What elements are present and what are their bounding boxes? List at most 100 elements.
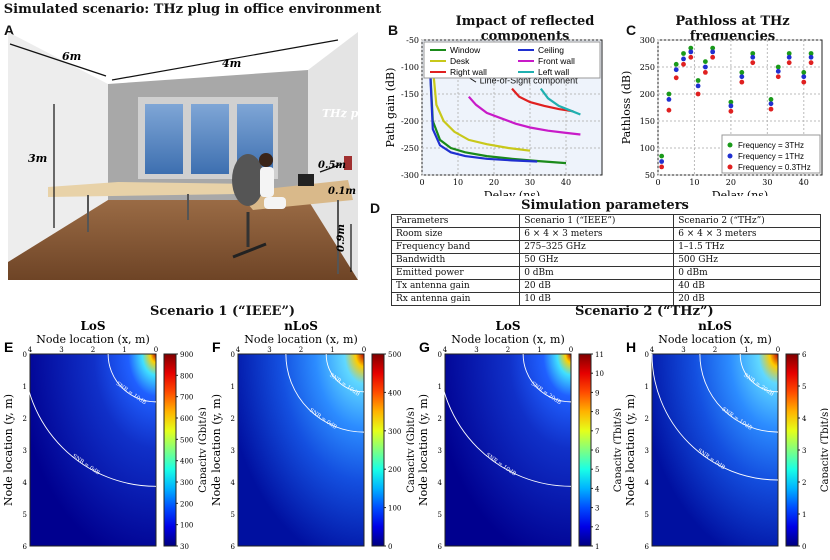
table-row: Rx antenna gain 10 dB 20 dB xyxy=(390,292,821,306)
x-tick-label: 1 xyxy=(537,346,541,354)
x-tick-label: 10 xyxy=(453,178,463,187)
colorbar-label: Capacity (Gbit/s) xyxy=(406,407,414,493)
y-tick-label: 1 xyxy=(438,383,442,391)
y-tick-label: 0 xyxy=(231,351,235,359)
colorbar-tick-label: 9 xyxy=(595,389,599,397)
scatter-point xyxy=(659,153,665,159)
dim-3m: 3m xyxy=(28,152,47,165)
y-tick-label: 6 xyxy=(438,543,443,551)
scatter-point xyxy=(750,54,756,60)
legend-label: Frequency = 1THz xyxy=(738,152,804,161)
scatter-point xyxy=(801,79,807,85)
scatter-point xyxy=(710,45,716,51)
y-tick-label: 150 xyxy=(640,117,655,126)
table-row: Bandwidth 50 GHz 500 GHz xyxy=(390,253,821,267)
window-pane xyxy=(145,104,183,174)
snr-contour xyxy=(325,353,365,393)
legend-label: Left wall xyxy=(538,67,569,77)
colorbar xyxy=(163,353,177,547)
scatter-point xyxy=(666,97,672,102)
scenario-2-title: Scenario 2 (“THz”) xyxy=(575,304,714,319)
x-axis-label: Delay (ns) xyxy=(712,189,768,196)
x-tick-label: 3 xyxy=(474,346,478,354)
colorbar-tick-label: 3 xyxy=(595,505,599,513)
colorbar-tick-label: 2 xyxy=(595,524,599,532)
table-cell: Parameters xyxy=(390,214,521,228)
heatmap-x-label: Node location (x, m) xyxy=(658,333,772,346)
scatter-point xyxy=(702,70,708,75)
series-line-front-wall xyxy=(511,87,574,113)
legend-label: Desk xyxy=(450,56,470,66)
colorbar xyxy=(371,353,385,547)
table-cell: 6 × 4 × 3 meters xyxy=(673,227,821,241)
scatter-point xyxy=(808,54,814,60)
x-tick-label: 0 xyxy=(419,178,424,187)
x-tick-label: 4 xyxy=(650,346,655,354)
colorbar-tick-label: 4 xyxy=(595,485,600,493)
y-tick-label: 50 xyxy=(645,171,655,180)
snr-contour xyxy=(522,353,572,403)
snr-contour xyxy=(107,353,157,403)
dim-09m: 0.9m xyxy=(336,224,347,252)
y-tick-label: 6 xyxy=(231,543,236,551)
snr-contour xyxy=(23,353,157,487)
colorbar-tick-label: 100 xyxy=(388,505,401,513)
chart-b: 0 10 20 30 40 -50 -100 -150 -200 -250 -300 Delay (n… xyxy=(384,36,603,196)
scatter-point xyxy=(688,54,694,60)
laptop xyxy=(298,174,314,186)
chart-c: 0 10 20 30 40 300 250 200 150 100 50 Delay (ns) Path… xyxy=(620,36,823,196)
colorbar-tick-label: 6 xyxy=(802,351,807,359)
panel-letter-g: G xyxy=(419,339,430,355)
y-tick-label: 100 xyxy=(640,144,655,153)
panel-a-title: Simulated scenario: THz plug in office e… xyxy=(3,2,382,17)
legend-marker xyxy=(727,153,733,159)
x-tick-label: 0 xyxy=(154,346,158,354)
colorbar-tick-label: 3 xyxy=(802,447,806,455)
colorbar-tick-label: 900 xyxy=(180,351,193,359)
colorbar-tick-label: 300 xyxy=(180,479,193,487)
table-cell: Room size xyxy=(390,227,521,241)
panel-letter-d: D xyxy=(370,200,381,216)
y-tick-label: 2 xyxy=(438,415,442,423)
x-tick-label: 2 xyxy=(299,346,303,354)
colorbar-tick-label: 200 xyxy=(180,500,193,508)
scatter-point xyxy=(673,75,679,81)
y-tick-label: 5 xyxy=(438,511,442,519)
x-tick-label: 1 xyxy=(744,346,748,354)
heatmap-title: nLoS xyxy=(284,319,318,333)
legend-label: Right wall xyxy=(450,67,487,77)
legend-label: Frequency = 0.3THz xyxy=(738,163,811,172)
scatter-point xyxy=(673,67,679,73)
colorbar-tick-label: 7 xyxy=(595,428,599,436)
dim-05m: 0.5m xyxy=(318,160,346,171)
scatter-point xyxy=(695,83,701,89)
y-tick-label: -300 xyxy=(401,171,419,180)
y-tick-label: 0 xyxy=(645,351,649,359)
x-tick-label: 30 xyxy=(762,178,772,187)
scatter-point xyxy=(786,54,792,60)
floor xyxy=(8,200,358,280)
colorbar-tick-label: 0 xyxy=(388,543,392,551)
table-cell: 10 dB xyxy=(519,292,675,306)
scatter-point xyxy=(768,106,774,112)
table-cell: 40 dB xyxy=(673,279,821,293)
x-tick-label: 3 xyxy=(267,346,271,354)
legend-box xyxy=(423,41,601,79)
x-tick-label: 0 xyxy=(569,346,573,354)
x-tick-label: 20 xyxy=(489,178,499,187)
x-tick-label: 2 xyxy=(91,346,95,354)
y-tick-label: 4 xyxy=(23,479,28,487)
thz-plug xyxy=(344,156,352,170)
scatter-point xyxy=(728,99,734,105)
x-axis-label: Delay (ns) xyxy=(484,189,540,196)
x-tick-label: 2 xyxy=(713,346,717,354)
y-tick-label: -250 xyxy=(401,144,419,153)
y-tick-label: 250 xyxy=(640,63,655,72)
scatter-point xyxy=(710,54,716,60)
scatter-point xyxy=(728,103,734,109)
person xyxy=(259,153,273,167)
y-tick-label: 4 xyxy=(231,479,236,487)
scatter-point xyxy=(808,51,814,56)
scatter-point xyxy=(775,74,781,80)
colorbar-tick-label: 100 xyxy=(180,522,193,530)
